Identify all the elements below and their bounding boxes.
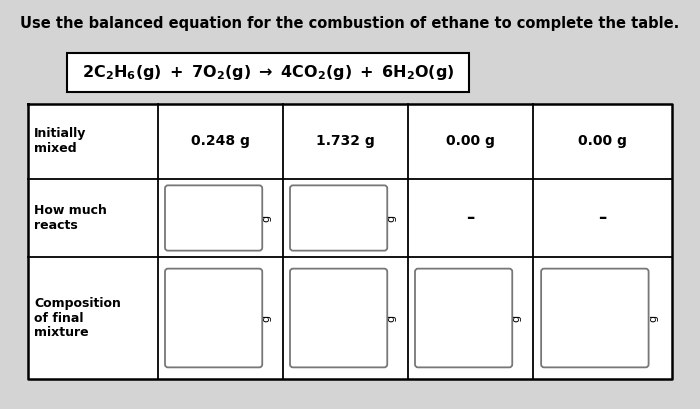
FancyBboxPatch shape — [290, 269, 387, 367]
Text: 0.00 g: 0.00 g — [578, 135, 627, 148]
Text: g: g — [386, 214, 396, 222]
Text: –: – — [466, 209, 475, 227]
Text: 0.00 g: 0.00 g — [446, 135, 495, 148]
Text: Use the balanced equation for the combustion of ethane to complete the table.: Use the balanced equation for the combus… — [20, 16, 680, 31]
FancyBboxPatch shape — [415, 269, 512, 367]
Text: g: g — [511, 315, 521, 321]
Text: Initially
mixed: Initially mixed — [34, 128, 86, 155]
Text: g: g — [261, 315, 271, 321]
Text: 1.732 g: 1.732 g — [316, 135, 375, 148]
Text: $\mathbf{2C_2H_6(g)\ +\ 7O_2(g)\ \rightarrow\ 4CO_2(g)\ +\ 6H_2O(g)}$: $\mathbf{2C_2H_6(g)\ +\ 7O_2(g)\ \righta… — [82, 63, 454, 82]
Text: 0.248 g: 0.248 g — [191, 135, 250, 148]
FancyBboxPatch shape — [67, 53, 469, 92]
FancyBboxPatch shape — [165, 185, 262, 251]
Text: g: g — [386, 315, 396, 321]
Text: Composition
of final
mixture: Composition of final mixture — [34, 297, 121, 339]
Text: –: – — [598, 209, 607, 227]
Text: g: g — [261, 214, 271, 222]
Text: g: g — [648, 315, 658, 321]
FancyBboxPatch shape — [290, 185, 387, 251]
FancyBboxPatch shape — [28, 104, 672, 379]
Text: How much
reacts: How much reacts — [34, 204, 107, 232]
FancyBboxPatch shape — [541, 269, 649, 367]
FancyBboxPatch shape — [165, 269, 262, 367]
